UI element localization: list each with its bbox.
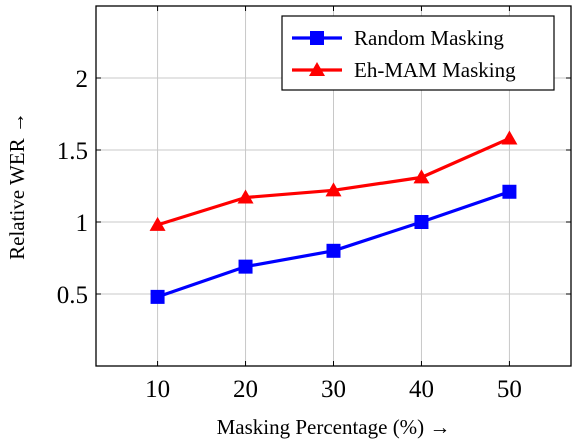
y-tick-label: 1.5 — [57, 138, 88, 165]
data-point — [237, 189, 254, 204]
y-tick-label: 0.5 — [57, 282, 88, 309]
axis-ticks: 10 20 30 40 50 0.5 1 1.5 2 — [57, 6, 571, 403]
y-axis-label: Relative WER → — [5, 112, 29, 260]
legend-item: Eh-MAM Masking — [292, 58, 516, 82]
x-tick-label: 10 — [145, 376, 170, 403]
legend-swatch-marker — [309, 62, 325, 76]
x-axis-label: Masking Percentage (%) → — [217, 415, 451, 439]
legend-item: Random Masking — [292, 26, 504, 50]
x-tick-label: 50 — [497, 376, 522, 403]
x-tick-label: 30 — [321, 376, 346, 403]
data-point — [413, 169, 430, 184]
legend: Random Masking Eh-MAM Masking — [281, 15, 555, 91]
data-point — [238, 259, 253, 274]
legend-swatch-marker — [310, 31, 324, 45]
series-0 — [150, 184, 517, 304]
data-point — [414, 215, 429, 229]
data-point — [502, 184, 517, 199]
data-point — [326, 243, 341, 258]
series-1 — [149, 130, 518, 231]
data-point — [149, 216, 166, 231]
y-tick-label: 2 — [76, 66, 89, 93]
y-tick-label: 1 — [76, 210, 89, 237]
series-layer — [149, 130, 518, 304]
legend-label: Eh-MAM Masking — [354, 58, 516, 82]
x-tick-label: 20 — [233, 376, 258, 403]
data-point — [501, 130, 518, 145]
legend-box — [281, 15, 555, 91]
data-point — [325, 182, 342, 197]
legend-label: Random Masking — [354, 26, 504, 50]
data-point — [150, 289, 165, 304]
x-tick-label: 40 — [409, 376, 434, 403]
